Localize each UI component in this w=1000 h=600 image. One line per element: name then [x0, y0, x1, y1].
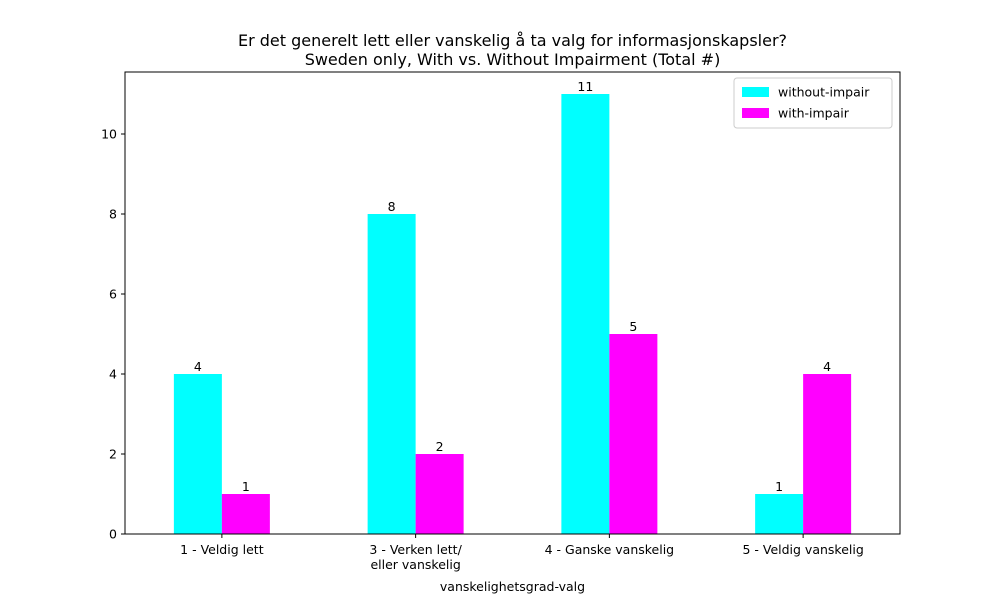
- bar-without-impair: [561, 94, 610, 534]
- x-axis-label: vanskelighetsgrad-valg: [440, 579, 585, 594]
- x-tick-label: 4 - Ganske vanskelig: [545, 542, 675, 557]
- data-label: 4: [194, 359, 202, 374]
- bar-with-impair: [415, 454, 464, 534]
- bar-with-impair: [609, 334, 658, 534]
- chart-title-line: Sweden only, With vs. Without Impairment…: [305, 50, 721, 69]
- bar-without-impair: [755, 494, 804, 534]
- y-axis: 0 2 4 6 8 10: [101, 127, 125, 542]
- data-label: 11: [577, 79, 593, 94]
- legend-label: without-impair: [778, 85, 870, 100]
- x-tick-label: 3 - Verken lett/eller vanskelig: [369, 542, 462, 572]
- y-tick-label: 0: [109, 527, 117, 542]
- data-label: 1: [242, 479, 250, 494]
- legend: without-impair with-impair: [733, 77, 893, 129]
- bars-group: [173, 94, 852, 534]
- x-tick-label: 1 - Veldig lett: [180, 542, 264, 557]
- chart-title-line: Er det generelt lett eller vanskelig å t…: [238, 31, 787, 50]
- data-label: 5: [629, 319, 637, 334]
- x-axis: 1 - Veldig lett 3 - Verken lett/eller van…: [180, 534, 864, 572]
- y-tick-label: 10: [101, 127, 117, 142]
- y-tick-label: 8: [109, 207, 117, 222]
- bar-with-impair: [803, 374, 852, 534]
- data-label: 1: [775, 479, 783, 494]
- chart-title: Er det generelt lett eller vanskelig å t…: [238, 31, 787, 69]
- legend-box: [733, 77, 893, 129]
- data-label: 2: [436, 439, 444, 454]
- y-tick-label: 6: [109, 287, 117, 302]
- legend-swatch: [742, 87, 769, 97]
- legend-swatch: [742, 108, 769, 118]
- data-label: 8: [388, 199, 396, 214]
- x-tick-label: 5 - Veldig vanskelig: [742, 542, 863, 557]
- data-label: 4: [823, 359, 831, 374]
- bar-with-impair: [221, 494, 270, 534]
- bar-without-impair: [173, 374, 222, 534]
- y-tick-label: 4: [109, 367, 117, 382]
- bar-without-impair: [367, 214, 416, 534]
- legend-label: with-impair: [778, 106, 850, 121]
- plot-frame: [124, 71, 901, 535]
- y-tick-label: 2: [109, 447, 117, 462]
